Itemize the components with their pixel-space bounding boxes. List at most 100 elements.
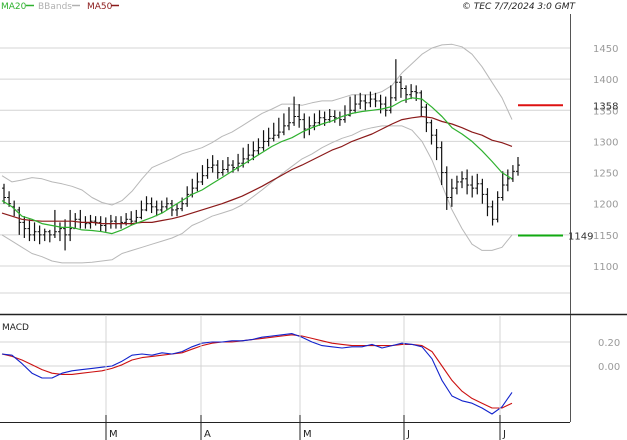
resistance-label: 1358 — [593, 101, 618, 112]
ma20-line — [1, 97, 513, 235]
support-resistance: 1358 1149 — [518, 101, 618, 242]
price-bar — [490, 200, 495, 226]
price-bar — [271, 122, 276, 142]
price-bar — [185, 186, 190, 207]
price-bar — [409, 84, 414, 100]
price-bar — [327, 109, 332, 123]
price-bar — [434, 128, 439, 161]
price-bar — [439, 141, 444, 186]
price-bar — [383, 96, 388, 117]
price-bar — [378, 94, 383, 114]
price-bar — [332, 110, 337, 123]
price-bar — [139, 200, 144, 220]
price-bar — [266, 127, 271, 147]
price-bar — [454, 175, 459, 195]
bband-lower-line — [1, 125, 513, 264]
price-bar — [57, 222, 62, 242]
macd-tick-label: 0.00 — [598, 362, 620, 373]
price-bar — [205, 158, 210, 179]
price-bar — [388, 85, 393, 114]
price-bar — [276, 117, 281, 139]
price-bar — [210, 155, 215, 173]
macd-title: MACD — [2, 323, 29, 333]
price-bar — [465, 169, 470, 195]
price-y-axis: 1450 1400 1350 1300 1250 1200 1150 1100 — [593, 44, 618, 273]
price-bar — [429, 119, 434, 145]
price-tick-label: 1250 — [593, 169, 618, 180]
price-bar — [134, 209, 139, 224]
price-bar — [7, 191, 12, 207]
price-bar — [424, 104, 429, 133]
price-bar — [195, 172, 200, 192]
price-bar — [251, 141, 256, 161]
macd-signal-line — [1, 334, 513, 409]
price-bar — [292, 96, 297, 126]
price-bar — [368, 91, 373, 108]
price-bar — [215, 160, 220, 179]
month-label: J — [406, 429, 410, 440]
price-bar — [27, 219, 32, 242]
legend-bbands-label: BBands — [38, 2, 72, 12]
copyright-text: © TEC 7/7/2024 3:0 GMT — [462, 2, 577, 12]
price-tick-label: 1300 — [593, 137, 618, 148]
price-bar — [419, 90, 424, 117]
price-bar — [393, 59, 398, 101]
price-bar — [485, 188, 490, 217]
price-bar — [470, 175, 475, 198]
price-bar — [42, 228, 47, 242]
price-bar — [32, 222, 37, 242]
support-label: 1149 — [568, 231, 593, 242]
price-tick-label: 1400 — [593, 75, 618, 86]
price-bar — [256, 138, 261, 156]
price-tick-label: 1200 — [593, 200, 618, 211]
price-bar — [63, 219, 68, 251]
price-bar — [169, 199, 174, 217]
price-tick-label: 1350 — [593, 106, 618, 117]
price-bar — [363, 94, 368, 111]
price-bar — [154, 200, 159, 217]
price-bar — [159, 200, 164, 214]
month-label: M — [109, 429, 118, 440]
price-bar — [500, 171, 505, 201]
price-bar — [348, 96, 353, 117]
price-bar — [358, 92, 363, 110]
price-bar — [317, 110, 322, 126]
moving-averages — [1, 97, 513, 235]
price-bar — [47, 229, 52, 243]
price-bar — [495, 191, 500, 223]
price-bar — [449, 178, 454, 207]
macd-lines — [1, 333, 513, 415]
legend-ma20-label: MA20 — [1, 2, 27, 12]
macd-gridlines — [0, 341, 570, 367]
price-bar — [353, 94, 358, 114]
price-bar — [373, 92, 378, 108]
price-gridlines — [0, 47, 570, 294]
legend-ma50-label: MA50 — [87, 2, 113, 12]
ma50-line — [1, 115, 513, 225]
price-bar — [480, 178, 485, 204]
month-label: M — [303, 429, 312, 440]
price-bar — [149, 197, 154, 214]
price-bar — [398, 76, 403, 98]
price-panel — [0, 14, 570, 314]
price-bar — [297, 104, 302, 128]
price-tick-label: 1100 — [593, 262, 618, 273]
price-bar — [444, 166, 449, 210]
price-bar — [52, 209, 57, 238]
price-bar — [200, 165, 205, 186]
price-bar — [460, 171, 465, 189]
price-bar — [261, 130, 266, 151]
price-bar — [175, 203, 180, 217]
price-bar — [180, 197, 185, 212]
macd-main-line — [1, 333, 513, 415]
price-bar — [505, 169, 510, 192]
price-bar — [302, 113, 307, 139]
price-bar — [37, 225, 42, 245]
price-bar — [220, 160, 225, 176]
price-bar — [17, 206, 22, 235]
price-bar — [88, 214, 93, 229]
price-tick-label: 1450 — [593, 44, 618, 55]
price-tick-label: 1150 — [593, 231, 618, 242]
